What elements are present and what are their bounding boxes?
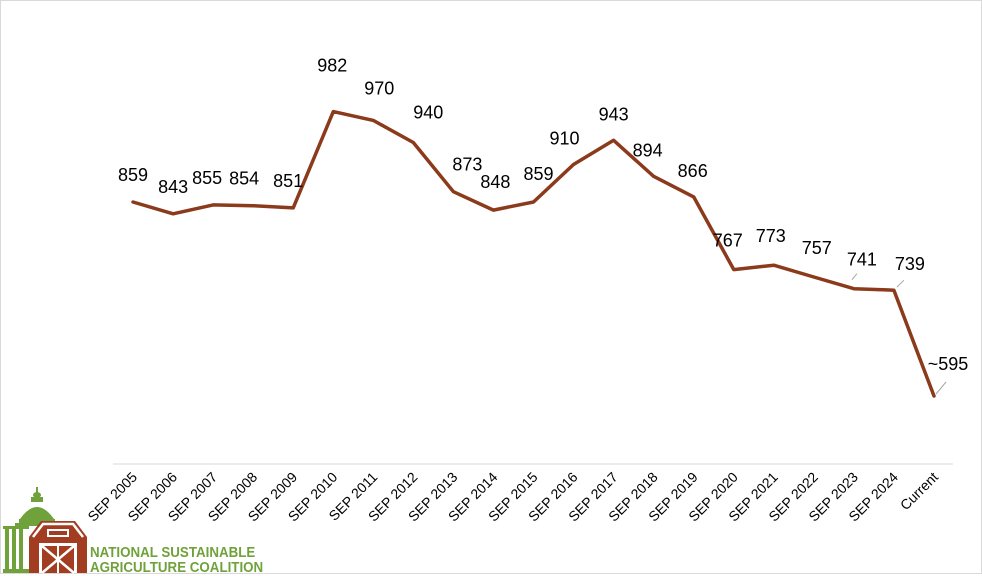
x-tick-label: Current: [897, 469, 941, 513]
data-label: 741: [847, 250, 877, 270]
data-label: 855: [192, 168, 222, 188]
leader-lines: [851, 273, 947, 395]
leader-line: [851, 273, 858, 281]
data-label: 866: [678, 161, 708, 181]
data-label: 854: [229, 169, 259, 189]
barn-capitol-icon: [3, 487, 87, 574]
data-label: 843: [158, 177, 188, 197]
logo-text-line2: AGRICULTURE COALITION: [90, 560, 264, 576]
data-label: 940: [413, 103, 443, 123]
data-label: 848: [480, 172, 510, 192]
data-label: 859: [118, 165, 148, 185]
nsac-logo: NATIONAL SUSTAINABLE AGRICULTURE COALITI…: [3, 485, 273, 575]
data-label: 773: [756, 226, 786, 246]
data-label: 757: [802, 238, 832, 258]
data-label: 970: [364, 78, 394, 98]
data-label: ~595: [928, 354, 969, 374]
data-label: 873: [452, 155, 482, 175]
logo-text-line1: NATIONAL SUSTAINABLE: [90, 545, 256, 561]
data-label: 894: [633, 140, 663, 160]
data-label: 943: [599, 104, 629, 124]
data-label: 982: [317, 56, 347, 76]
data-label: 910: [549, 129, 579, 149]
leader-line: [896, 279, 905, 288]
data-label: 767: [713, 231, 743, 251]
data-label: 859: [523, 164, 553, 184]
leader-line: [935, 381, 947, 395]
data-label: 851: [273, 171, 303, 191]
data-label: 739: [895, 254, 925, 274]
series-line: [131, 109, 936, 398]
